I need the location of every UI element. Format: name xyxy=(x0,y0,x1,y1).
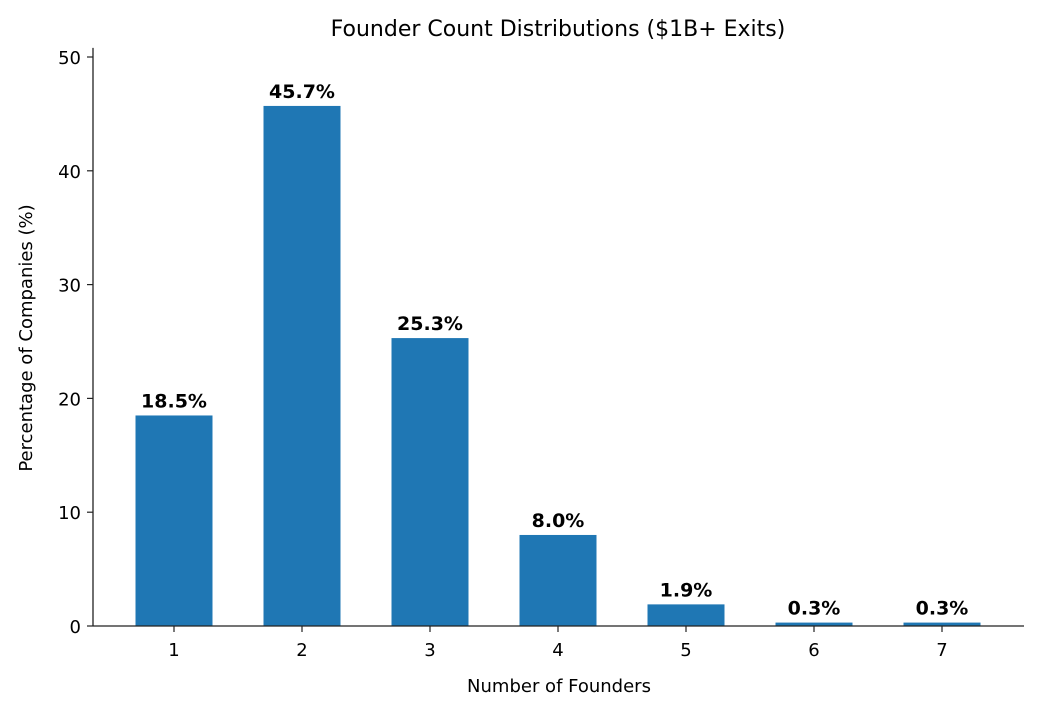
x-tick-label: 1 xyxy=(168,640,179,661)
x-tick-label: 5 xyxy=(680,640,691,661)
bar xyxy=(263,105,341,626)
bar-value-label: 45.7% xyxy=(269,81,335,103)
y-tick-label: 50 xyxy=(58,48,81,69)
bars-group: 18.5% 45.7% 25.3% 8.0% 1.9% 0.3% 0.3% xyxy=(135,81,981,626)
bar xyxy=(391,338,469,626)
x-tick-label: 6 xyxy=(808,640,819,661)
bar xyxy=(519,534,597,626)
bar xyxy=(647,604,725,626)
bar-value-label: 0.3% xyxy=(916,598,969,620)
y-tick-label: 40 xyxy=(58,162,81,183)
bar-value-label: 1.9% xyxy=(660,579,713,601)
bar xyxy=(903,622,981,626)
bar xyxy=(775,622,853,626)
bar-value-label: 25.3% xyxy=(397,313,463,335)
bar-value-label: 8.0% xyxy=(532,510,585,532)
y-axis-label: Percentage of Companies (%) xyxy=(16,204,37,471)
y-tick-label: 30 xyxy=(58,276,81,297)
chart-title: Founder Count Distributions ($1B+ Exits) xyxy=(331,17,786,42)
y-tick-label: 10 xyxy=(58,503,81,524)
x-axis: 1 2 3 4 5 6 7 xyxy=(93,625,1024,661)
bar-value-label: 0.3% xyxy=(788,598,841,620)
x-tick-label: 3 xyxy=(424,640,435,661)
y-tick-label: 0 xyxy=(70,617,81,638)
x-tick-label: 2 xyxy=(296,640,307,661)
x-tick-label: 4 xyxy=(552,640,563,661)
x-tick-label: 7 xyxy=(936,640,947,661)
bar xyxy=(135,415,213,626)
y-tick-label: 20 xyxy=(58,389,81,410)
y-axis: 0 10 20 30 40 50 xyxy=(58,47,94,638)
bar-value-label: 18.5% xyxy=(141,390,207,412)
x-axis-label: Number of Founders xyxy=(467,676,651,697)
